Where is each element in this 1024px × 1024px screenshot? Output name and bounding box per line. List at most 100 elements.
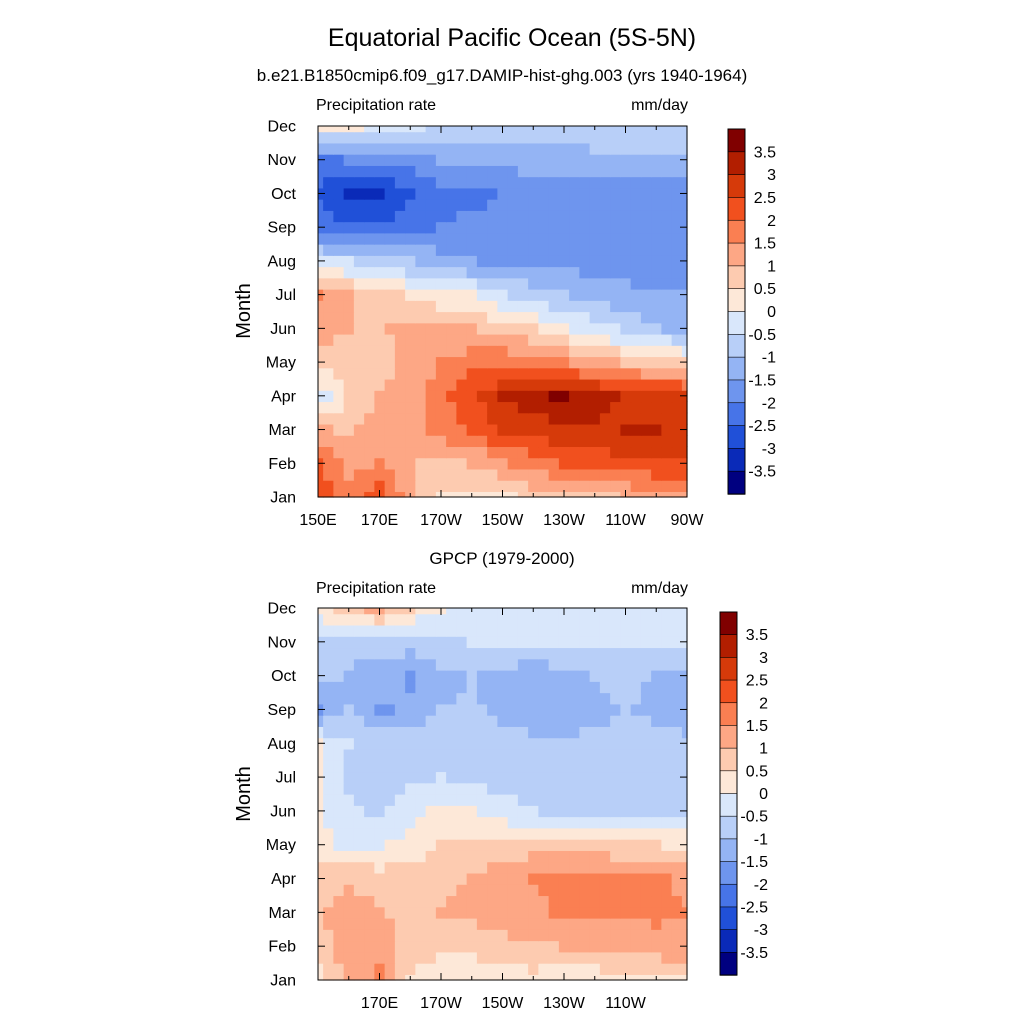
- heatmap-cell: [476, 771, 488, 784]
- heatmap-cell: [630, 658, 642, 671]
- heatmap-cell: [640, 446, 652, 459]
- heatmap-cell: [620, 670, 632, 682]
- colorbar-box: [727, 151, 746, 176]
- heatmap-cell: [610, 131, 621, 144]
- heatmap-cell: [394, 906, 406, 919]
- heatmap-cell: [640, 165, 652, 178]
- heatmap-cell: [579, 401, 591, 414]
- heatmap-cell: [446, 210, 457, 223]
- heatmap-cell: [435, 468, 447, 481]
- heatmap-cell: [651, 613, 662, 626]
- colorbar-label: -2: [754, 877, 768, 894]
- colorbar-label: -1: [754, 831, 768, 848]
- heatmap-cell: [476, 457, 488, 470]
- heatmap-cell: [558, 951, 570, 964]
- heatmap-cell: [466, 154, 478, 166]
- heatmap-cell: [456, 176, 468, 189]
- heatmap-cell: [384, 154, 396, 166]
- heatmap-cell: [323, 951, 334, 964]
- heatmap-cell: [599, 356, 611, 369]
- heatmap-cell: [384, 794, 396, 806]
- heatmap-cell: [456, 827, 468, 840]
- heatmap-cell: [640, 963, 652, 975]
- colorbar-label: -1: [762, 350, 776, 367]
- heatmap-cell: [446, 333, 457, 346]
- heatmap-cell: [610, 703, 621, 716]
- heatmap-cell: [384, 760, 396, 773]
- heatmap-cell: [394, 390, 406, 403]
- heatmap-cell: [394, 131, 406, 144]
- heatmap-cell: [548, 142, 560, 155]
- heatmap-cell: [681, 277, 688, 290]
- heatmap-cell: [323, 748, 334, 761]
- heatmap-cell: [507, 906, 519, 919]
- heatmap-cell: [671, 210, 683, 223]
- heatmap-cell: [364, 446, 375, 459]
- heatmap-cell: [620, 726, 632, 739]
- heatmap-cell: [446, 839, 457, 851]
- heatmap-cell: [446, 435, 457, 448]
- heatmap-cell: [548, 608, 560, 615]
- heatmap-cell: [323, 636, 334, 649]
- heatmap-cell: [671, 850, 683, 863]
- heatmap-cell: [405, 232, 416, 245]
- heatmap-cell: [384, 255, 396, 268]
- heatmap-cell: [651, 760, 662, 773]
- heatmap-cell: [456, 255, 468, 268]
- heatmap-cell: [620, 918, 632, 930]
- heatmap-cell: [640, 748, 652, 761]
- heatmap-cell: [651, 446, 662, 459]
- heatmap-cell: [497, 221, 509, 234]
- heatmap-cell: [620, 154, 632, 166]
- heatmap-cell: [333, 289, 345, 301]
- heatmap-cell: [528, 446, 539, 459]
- heatmap-cell: [466, 940, 478, 953]
- heatmap-cell: [507, 199, 519, 211]
- heatmap-cell: [466, 446, 478, 459]
- heatmap-cell: [517, 300, 529, 313]
- heatmap-cell: [456, 636, 468, 649]
- heatmap-cell: [333, 974, 345, 981]
- colorbar-box: [719, 929, 738, 954]
- heatmap-cell: [364, 311, 375, 324]
- heatmap-cell: [507, 390, 519, 403]
- heatmap-cell: [456, 929, 468, 942]
- heatmap-cell: [497, 435, 509, 448]
- heatmap-cell: [579, 951, 591, 964]
- heatmap-cell: [528, 131, 539, 144]
- heatmap-cell: [599, 670, 611, 682]
- heatmap-cell: [425, 131, 437, 144]
- heatmap-cell: [640, 895, 652, 908]
- heatmap-cell: [456, 794, 468, 806]
- heatmap-cell: [343, 850, 355, 863]
- heatmap-cell: [548, 126, 560, 133]
- heatmap-cell: [374, 861, 386, 874]
- heatmap-cell: [640, 468, 652, 481]
- heatmap-cell: [558, 692, 570, 705]
- heatmap-cell: [364, 480, 375, 492]
- heatmap-cell: [323, 199, 334, 211]
- heatmap-cell: [651, 154, 662, 166]
- heatmap-cell: [589, 839, 601, 851]
- heatmap-cell: [318, 715, 324, 727]
- heatmap-cell: [661, 918, 673, 930]
- heatmap-cell: [507, 895, 519, 908]
- heatmap-cell: [620, 715, 632, 727]
- heatmap-cell: [517, 850, 529, 863]
- heatmap-cell: [333, 805, 345, 818]
- heatmap-cell: [487, 951, 498, 964]
- heatmap-cell: [476, 126, 488, 133]
- heatmap-cell: [446, 918, 457, 930]
- heatmap-cell: [681, 884, 688, 897]
- heatmap-cell: [620, 255, 632, 268]
- heatmap-cell: [353, 703, 365, 716]
- heatmap-cell: [446, 390, 457, 403]
- y-tick-label: Nov: [268, 634, 296, 651]
- heatmap-cell: [517, 423, 529, 436]
- heatmap-cell: [364, 974, 375, 981]
- heatmap-cell: [343, 794, 355, 806]
- heatmap-cell: [507, 974, 519, 981]
- heatmap-cell: [374, 658, 386, 671]
- colorbar-label: -3.5: [740, 945, 768, 962]
- heatmap-cell: [681, 311, 688, 324]
